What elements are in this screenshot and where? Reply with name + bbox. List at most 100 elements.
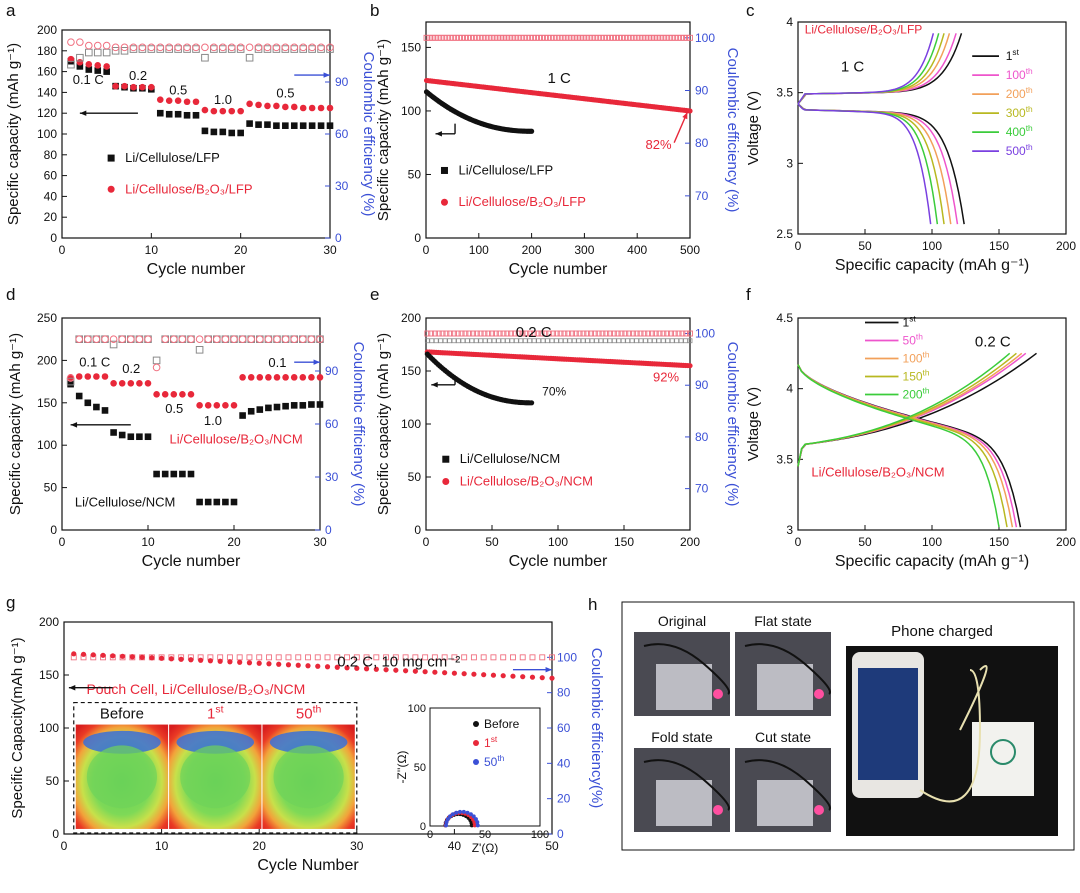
data-point xyxy=(273,102,280,110)
data-point xyxy=(100,652,106,658)
data-point xyxy=(144,379,152,387)
photo-caption: Original xyxy=(658,613,706,629)
y2-tick-label: 30 xyxy=(335,179,349,193)
data-point xyxy=(490,672,497,678)
data-point xyxy=(583,34,590,41)
data-point xyxy=(187,470,195,478)
data-point xyxy=(527,34,534,41)
data-point xyxy=(527,338,533,344)
legend-label: Li/Cellulose/NCM xyxy=(75,494,175,509)
data-point xyxy=(441,34,448,41)
data-point xyxy=(263,43,272,52)
plot-frame xyxy=(425,21,691,239)
data-point xyxy=(549,330,556,337)
data-point xyxy=(201,43,209,52)
panel-label-b: b xyxy=(370,1,379,20)
x-tick-label: 150 xyxy=(989,239,1009,253)
y2-tick-label: 90 xyxy=(325,364,339,378)
eis-point xyxy=(472,823,477,828)
led-glow xyxy=(713,689,723,699)
data-point xyxy=(290,122,298,129)
data-point xyxy=(281,335,290,344)
data-point xyxy=(470,654,477,661)
y-tick-label: 160 xyxy=(37,65,57,79)
data-point xyxy=(282,374,289,381)
data-point xyxy=(201,106,209,114)
arrow-head xyxy=(682,112,688,120)
y2-axis-label: Coulombic efficiency (%) xyxy=(724,342,741,507)
data-point xyxy=(450,34,457,41)
legend-label: Li/Cellulose/B₂O₃/NCM xyxy=(170,432,303,447)
data-point xyxy=(451,338,457,344)
data-point xyxy=(109,340,118,349)
rate-annotation: 1.0 xyxy=(214,92,232,107)
data-point xyxy=(236,654,243,661)
data-point xyxy=(439,330,446,337)
data-point xyxy=(144,335,152,344)
eis-point xyxy=(454,810,459,815)
led-glow xyxy=(814,689,824,699)
data-point xyxy=(672,34,679,41)
legend-label: Li/Cellulose/B₂O₃/LFP xyxy=(458,194,585,209)
data-point xyxy=(567,338,573,344)
data-point xyxy=(101,407,109,414)
pouch-logo xyxy=(990,739,1016,765)
data-point xyxy=(84,399,92,407)
data-point xyxy=(149,655,155,661)
data-point xyxy=(307,335,316,344)
data-point xyxy=(426,34,433,41)
x-tick-label: 30 xyxy=(350,839,364,853)
y2-tick-label: 70 xyxy=(695,482,709,496)
data-point xyxy=(461,671,467,677)
data-point xyxy=(456,34,463,41)
data-point xyxy=(226,654,233,661)
legend-label: Li/Cellulose/LFP xyxy=(458,162,553,177)
data-point xyxy=(161,391,169,398)
data-point xyxy=(521,34,528,41)
y-tick-label: 140 xyxy=(37,85,57,99)
data-point xyxy=(112,82,119,90)
data-point xyxy=(422,669,428,675)
data-point xyxy=(272,43,281,52)
data-point xyxy=(451,670,457,676)
data-point xyxy=(462,330,469,337)
y-axis-label: Specific capacity (mAh g⁻¹) xyxy=(375,333,392,515)
data-point xyxy=(188,657,194,663)
y-tick-label: 150 xyxy=(401,364,421,378)
rate-annotation: 0.2 xyxy=(122,361,140,376)
eis-legend-label: 50th xyxy=(484,753,505,769)
data-point xyxy=(562,34,569,41)
data-point xyxy=(192,98,200,106)
legend-label: 300th xyxy=(1006,104,1033,120)
data-point xyxy=(665,338,671,344)
data-point xyxy=(553,34,560,41)
data-point xyxy=(219,128,227,136)
arrow-head xyxy=(68,684,76,691)
data-point xyxy=(500,34,507,41)
data-point xyxy=(282,402,289,410)
data-point xyxy=(428,330,435,337)
eis-point xyxy=(471,814,476,819)
data-point xyxy=(464,338,470,344)
data-point xyxy=(473,34,480,41)
data-point xyxy=(627,34,634,41)
data-point xyxy=(431,654,438,661)
data-point xyxy=(183,111,191,119)
data-point xyxy=(523,330,530,337)
data-point xyxy=(256,374,264,381)
legend-label: 100th xyxy=(1006,66,1033,82)
data-point xyxy=(440,198,448,206)
data-point xyxy=(256,654,263,661)
y-axis-label: Voltage (V) xyxy=(745,91,762,165)
data-point xyxy=(93,48,102,57)
data-point xyxy=(444,34,451,41)
data-point xyxy=(135,335,144,344)
data-point xyxy=(204,402,212,409)
chart-title: Li/Cellulose/B₂O₃/LFP xyxy=(805,22,923,36)
data-point xyxy=(196,498,203,506)
data-point xyxy=(558,338,564,344)
x-tick-label: 0 xyxy=(61,839,68,853)
data-point xyxy=(373,654,380,661)
data-point xyxy=(192,111,200,119)
x-tick-label: 400 xyxy=(627,243,647,257)
